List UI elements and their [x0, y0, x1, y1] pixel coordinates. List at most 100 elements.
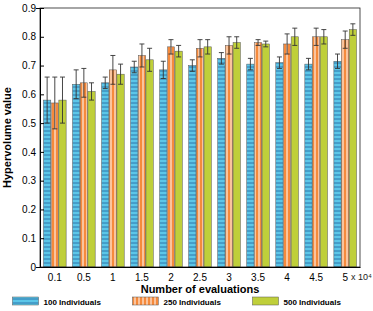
- tick-label: 3.5: [251, 272, 265, 283]
- bar: [117, 74, 124, 267]
- error-bar: [60, 77, 65, 123]
- error-bar: [263, 41, 268, 47]
- chart: 0 0.1 0.2 0.3 0.4 0.5 0.6 0.7 0.8 0.9 0.1 0.5 1 1.5 2 2…: [0, 0, 373, 311]
- bar: [138, 55, 145, 267]
- legend-swatch: [133, 297, 159, 305]
- frame: [40, 8, 360, 267]
- tick-mark: [40, 181, 44, 182]
- tick: 0.5: [22, 118, 44, 129]
- y-axis: 0 0.1 0.2 0.3 0.4 0.5 0.6 0.7 0.8 0.9: [22, 3, 44, 273]
- bar: [146, 60, 153, 267]
- error-bar: [190, 60, 195, 72]
- series: [59, 24, 357, 267]
- tick-label: 0.4: [22, 147, 36, 158]
- tick: 1.5: [135, 267, 149, 283]
- bar: [59, 100, 66, 267]
- error-bar: [321, 30, 326, 44]
- error-bar: [132, 61, 137, 73]
- error-bar: [277, 57, 282, 69]
- bar: [291, 37, 298, 267]
- tick: 5: [342, 267, 348, 283]
- tick: 0.3: [22, 175, 44, 186]
- bar: [189, 66, 196, 267]
- error-bar: [248, 58, 253, 70]
- bar: [102, 83, 109, 267]
- bar: [73, 84, 80, 267]
- bar: [225, 45, 232, 267]
- tick-label: 0.9: [22, 3, 36, 14]
- error-bar: [292, 28, 297, 45]
- bar: [88, 91, 95, 267]
- error-bar: [52, 77, 57, 129]
- tick-label: 0.5: [77, 272, 91, 283]
- legend-label: 100 Individuals: [44, 298, 102, 307]
- tick-mark: [40, 209, 44, 210]
- tick: 0.5: [77, 267, 91, 283]
- bar: [167, 47, 174, 267]
- bar: [109, 70, 116, 267]
- bar: [349, 30, 356, 267]
- error-bar: [118, 64, 123, 84]
- tick: 1: [110, 267, 116, 283]
- tick-label: 4: [284, 272, 290, 283]
- bar: [262, 44, 269, 267]
- bar: [342, 40, 349, 267]
- tick: 2.5: [193, 267, 207, 283]
- tick-mark: [40, 123, 44, 124]
- axis-line: [41, 267, 361, 268]
- legend: 100 Individuals 250 Individuals 500 Indivi…: [13, 297, 342, 307]
- bar: [204, 47, 211, 267]
- legend-swatch: [253, 297, 279, 305]
- error-bar: [45, 77, 50, 123]
- error-bar: [81, 68, 86, 97]
- tick: 0.4: [22, 147, 44, 158]
- error-bar: [176, 45, 181, 57]
- tick-label: 0.6: [22, 89, 36, 100]
- tick-mark: [40, 8, 44, 9]
- legend-label: 250 Individuals: [164, 298, 222, 307]
- error-bar: [205, 40, 210, 54]
- tick: 4.5: [309, 267, 323, 283]
- tick-label: 5: [342, 272, 348, 283]
- tick-label: 0.1: [22, 233, 36, 244]
- axis-line: [36, 9, 41, 268]
- tick: 0.9: [22, 3, 44, 14]
- legend-label: 500 Individuals: [284, 298, 342, 307]
- bar: [131, 67, 138, 267]
- error-bar: [103, 77, 108, 89]
- bar: [196, 48, 203, 267]
- bar: [254, 43, 261, 267]
- tick: 0.2: [22, 204, 44, 215]
- bar: [233, 43, 240, 267]
- tick-mark: [40, 152, 44, 153]
- tick: 2: [168, 267, 174, 283]
- x-axis: 0.10.511.522.533.544.55: [41, 267, 361, 283]
- tick-label: 0.2: [22, 204, 36, 215]
- tick-mark: [40, 66, 44, 67]
- tick: 0.6: [22, 89, 44, 100]
- error-bar: [161, 61, 166, 78]
- tick-label: 0.1: [48, 272, 62, 283]
- error-bar: [219, 53, 224, 65]
- error-bar: [314, 28, 319, 45]
- legend-swatch: [13, 297, 39, 305]
- tick: 0.1: [48, 267, 62, 283]
- error-bar: [227, 37, 232, 54]
- bar: [305, 64, 312, 267]
- plot: 0 0.1 0.2 0.3 0.4 0.5 0.6 0.7 0.8 0.9 0.1 0.5 1 1.5 2 2…: [22, 3, 360, 283]
- tick-label: 0.8: [22, 31, 36, 42]
- error-bar: [198, 40, 203, 57]
- tick-label: 0.5: [22, 118, 36, 129]
- tick-mark: [40, 94, 44, 95]
- bar: [276, 63, 283, 267]
- tick-label: 4.5: [309, 272, 323, 283]
- tick-label: 1.5: [135, 272, 149, 283]
- tick: 0.1: [22, 233, 44, 244]
- tick-label: 0: [30, 262, 36, 273]
- tick-label: 2.5: [193, 272, 207, 283]
- tick-mark: [40, 238, 44, 239]
- tick: 0.7: [22, 60, 44, 71]
- error-bar: [335, 54, 340, 68]
- bar: [247, 64, 254, 267]
- error-bar: [74, 70, 79, 99]
